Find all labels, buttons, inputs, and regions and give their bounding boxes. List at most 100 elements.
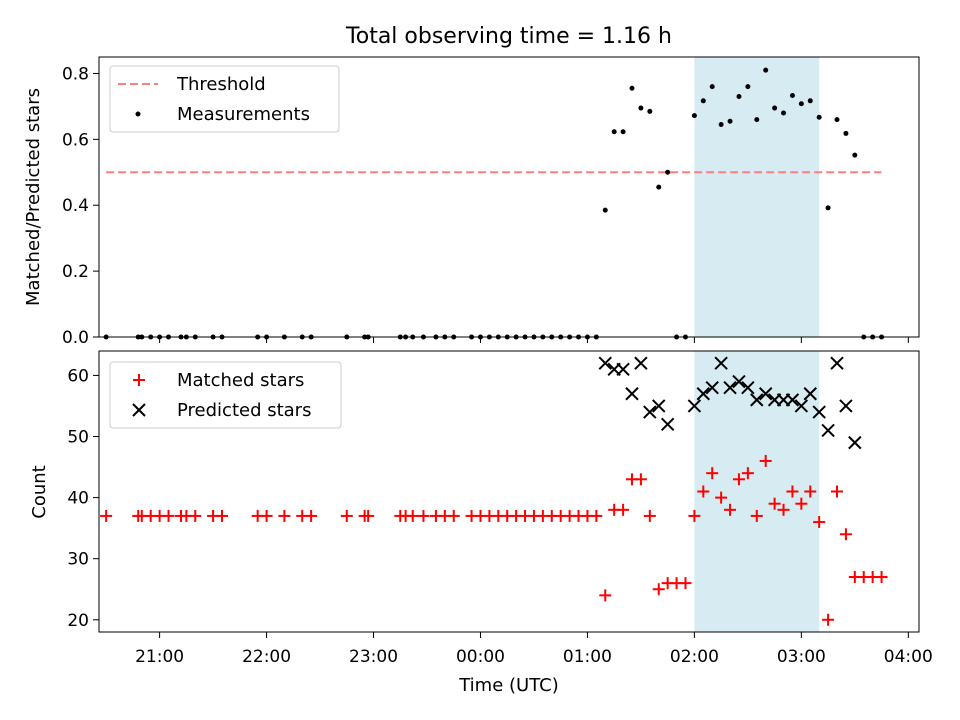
predicted-star-point [821,423,835,438]
matched-star-point [162,509,175,522]
matched-star-point [260,509,273,522]
predicted-star-point [848,435,862,450]
x-tick-label: 01:00 [563,647,612,667]
matched-star-point [643,509,656,522]
matched-star-point [724,503,737,516]
y-tick-label: 0.8 [62,64,89,84]
predicted-star-point [696,387,711,401]
y-tick-label: 50 [67,428,89,448]
measurement-point [727,118,733,124]
x-tick-label: 21:00 [135,647,184,667]
matched-star-point [340,509,353,522]
predicted-star-point [750,393,764,407]
predicted-star-point [785,393,800,407]
x-tick-label: 03:00 [777,647,826,667]
matched-star-point [634,473,647,486]
predicted-star-point [714,356,728,370]
legend-matched-label: Matched stars [177,370,304,391]
top-legend: Threshold Measurements [109,65,340,133]
matched-star-point [362,509,375,522]
measurement-point [807,98,813,104]
matched-star-point [688,509,701,522]
matched-star-point [831,485,843,498]
matched-star-point [189,509,202,522]
top-x-ticks [159,337,909,343]
top-panel: 0.00.20.40.60.8 Matched/Predicted stars … [23,56,920,348]
x-tick-label: 04:00 [884,647,933,667]
matched-star-point [795,497,808,510]
predicted-star-point [803,387,817,401]
matched-star-point [652,583,665,596]
top-plot-frame [98,56,920,338]
legend-measurements-swatch [135,111,141,117]
matched-star-point [732,473,745,486]
predicted-star-point [732,374,746,389]
matched-star-point [813,516,826,529]
matched-star-point [599,589,612,602]
measurement-point [638,105,644,111]
bottom-legend-box [109,361,342,429]
top-observing-window [694,57,820,337]
bottom-y-axis-label: Count [29,465,50,518]
measurement-point [816,114,822,120]
predicted-star-point [794,399,809,413]
measurement-point [718,122,724,128]
legend-threshold-label: Threshold [176,74,266,95]
measurement-point [798,101,804,107]
measurement-point [843,130,849,136]
measurement-point [825,205,831,211]
predicted-star-point [652,399,666,413]
matched-star-point [839,528,852,541]
matched-star-point [278,509,291,522]
legend-matched-swatch [133,374,145,386]
x-tick-label: 22:00 [242,647,291,667]
matched-star-point [417,509,430,522]
predicted-star-point [741,380,755,395]
measurement-point [834,117,840,123]
predicted-star-point [598,356,612,370]
matched-star-point [768,497,781,510]
matched-star-point [777,503,790,516]
x-tick-label: 02:00 [670,647,719,667]
matched-star-point [875,571,888,584]
predicted-star-point [705,380,719,395]
y-tick-label: 30 [67,550,89,570]
matched-star-point [216,509,228,522]
measurement-point [709,84,715,90]
matched-star-point [679,577,692,590]
measurement-point [754,117,760,123]
predicted-stars-points [598,356,862,450]
matched-star-point [100,509,113,522]
matched-star-point [447,509,460,522]
y-tick-label: 0.2 [62,262,89,282]
y-tick-label: 0.6 [62,130,89,150]
measurement-point [611,129,617,135]
matched-star-point [786,485,799,498]
matched-star-point [617,503,630,516]
bottom-legend: Matched stars Predicted stars [109,361,342,429]
measurement-point [665,169,671,175]
predicted-star-point [758,387,773,401]
measurement-point [763,67,769,73]
y-tick-label: 40 [67,489,89,509]
predicted-star-point [634,356,648,370]
measurement-point [691,113,697,119]
predicted-star-point [723,380,737,395]
measurement-point [789,93,795,99]
matched-star-point [697,485,710,498]
predicted-star-point [839,399,853,413]
bottom-plot-frame [98,350,920,633]
matched-star-point [406,509,419,522]
matched-star-point [822,613,835,626]
measurement-point [781,110,787,116]
measurement-point [852,152,858,158]
top-legend-box [109,65,340,133]
measurement-point [736,94,742,100]
measurement-point [745,84,751,90]
predicted-star-point [812,405,826,419]
matched-star-point [804,485,817,498]
predicted-star-point [616,362,630,377]
bottom-observing-window [694,351,820,632]
matched-star-point [706,467,719,480]
measurement-point [700,98,706,104]
